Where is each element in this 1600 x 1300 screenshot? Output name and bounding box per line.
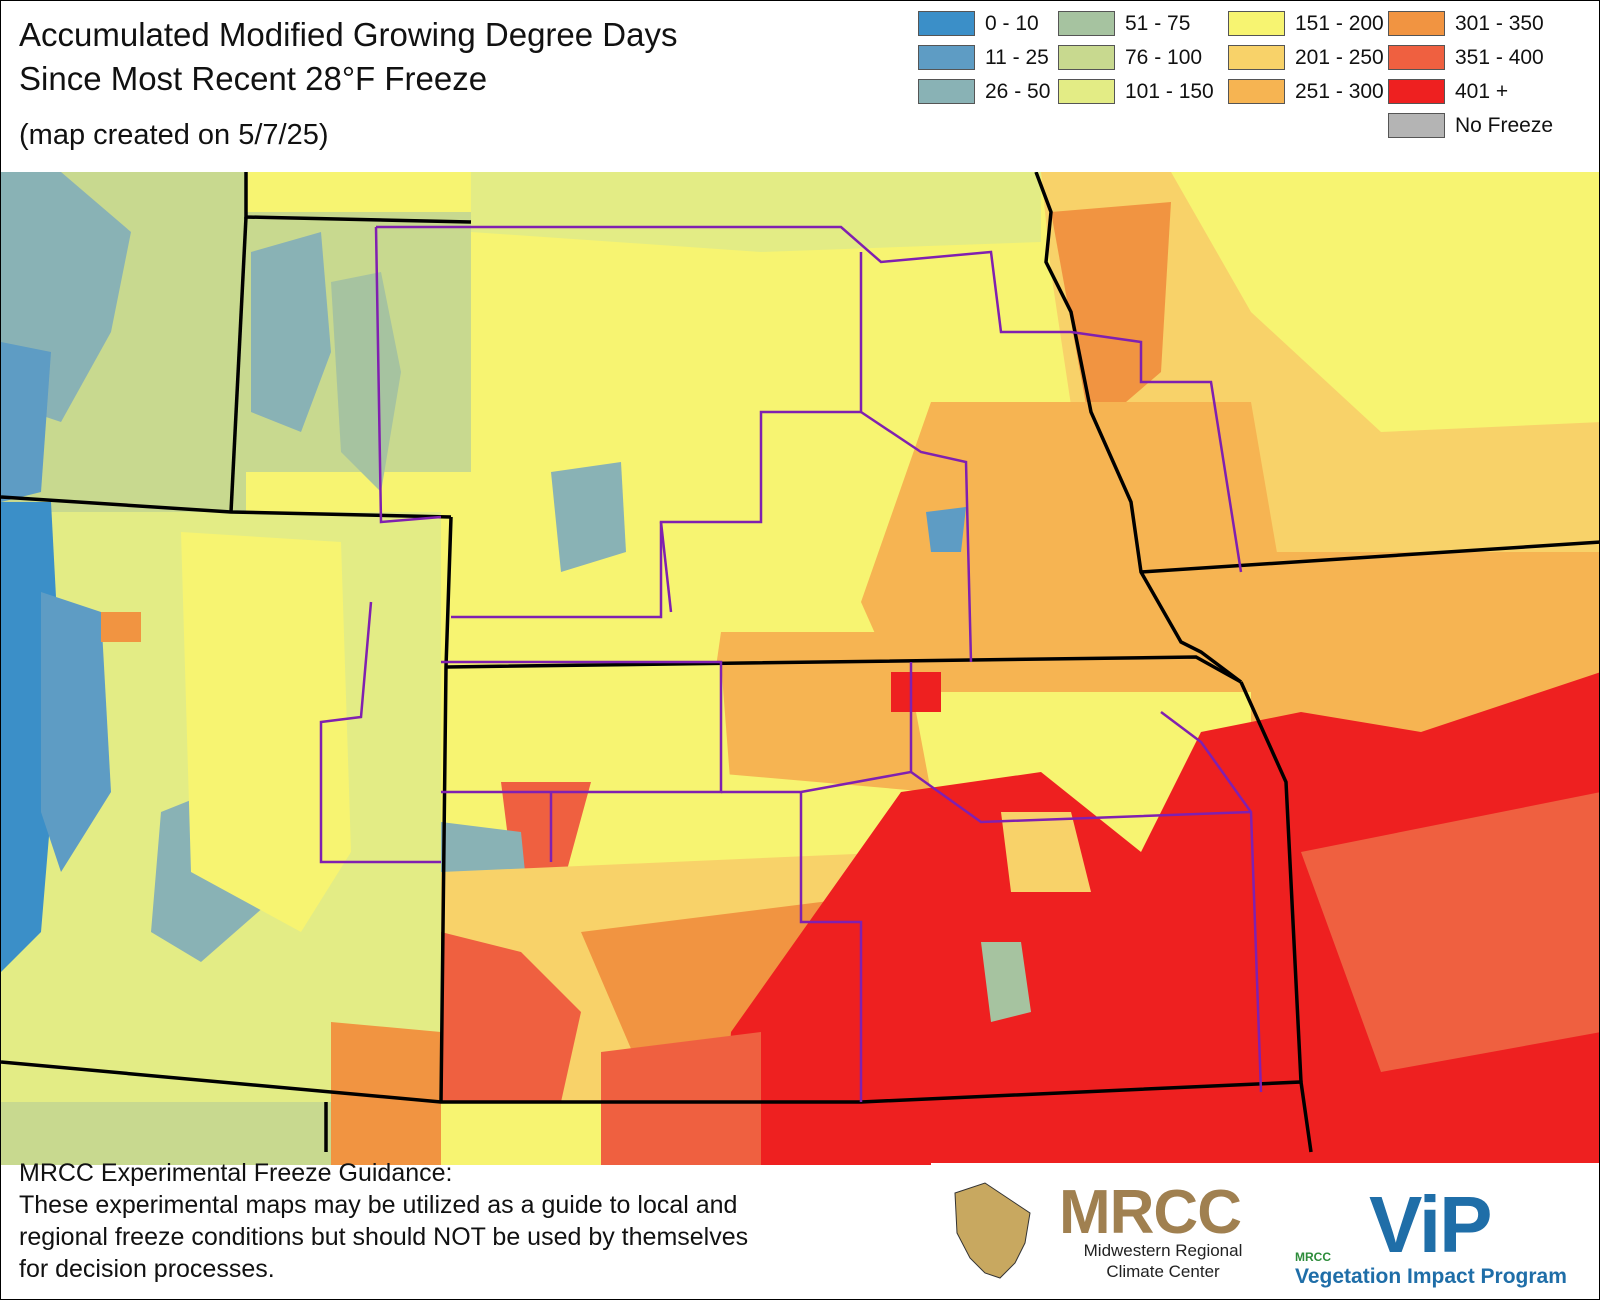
map-title-line2: Since Most Recent 28°F Freeze	[19, 60, 488, 97]
region-wy-bluegreen	[251, 232, 331, 432]
disclaimer-line: for decision processes.	[19, 1255, 275, 1283]
disclaimer-line: These experimental maps may be utilized …	[19, 1191, 738, 1219]
region-ks-blue-dot	[926, 507, 966, 552]
region-sd-green	[471, 172, 1041, 252]
legend-swatch	[1058, 11, 1115, 36]
legend-swatch	[1388, 113, 1445, 138]
disclaimer: MRCC Experimental Freeze Guidance: These…	[19, 1157, 919, 1285]
region-co-yellow-east	[181, 532, 351, 932]
legend-item: 251 - 300	[1228, 79, 1384, 104]
legend-label: 0 - 10	[985, 11, 1039, 35]
region-ks-orange	[861, 402, 1301, 692]
legend-item: 101 - 150	[1058, 79, 1214, 104]
legend-label: 201 - 250	[1295, 45, 1384, 69]
vip-small-label: MRCC	[1295, 1250, 1331, 1264]
region-ok-red-left	[441, 932, 581, 1102]
vip-logo-text: ViP	[1369, 1180, 1492, 1269]
region-wy-bluegreen2	[331, 272, 401, 492]
legend-item: 26 - 50	[918, 79, 1050, 104]
region-west-lightblue	[1, 342, 51, 502]
region-ks-orange2	[701, 632, 931, 792]
legend-item: 401 +	[1388, 79, 1508, 104]
legend-item: 351 - 400	[1388, 45, 1544, 70]
disclaimer-line: regional freeze conditions but should NO…	[19, 1223, 749, 1251]
map-created-date: (map created on 5/7/25)	[19, 119, 329, 151]
vip-subtitle: Vegetation Impact Program	[1295, 1265, 1567, 1288]
legend-item: 201 - 250	[1228, 45, 1384, 70]
legend-item: 0 - 10	[918, 11, 1039, 36]
gdd-map	[1, 172, 1599, 1172]
midwest-map-icon	[954, 1182, 1031, 1279]
legend-label: 51 - 75	[1125, 11, 1191, 35]
legend-item: 51 - 75	[1058, 11, 1190, 36]
region-ks-west-yellow	[441, 662, 731, 792]
state-borders	[1, 172, 1599, 1153]
legend: 0 - 10 11 - 25 26 - 50 51 - 75 76 - 100 101 -…	[918, 11, 1598, 151]
legend-swatch	[1388, 45, 1445, 70]
legend-label: No Freeze	[1455, 113, 1554, 137]
legend-swatch	[918, 11, 975, 36]
legend-label: 26 - 50	[985, 79, 1051, 103]
region-nm-green	[1, 1102, 331, 1172]
legend-label: 151 - 200	[1295, 11, 1384, 35]
legend-swatch	[918, 79, 975, 104]
region-ne-bluegreen	[551, 462, 626, 572]
division-boundaries	[319, 225, 1263, 1102]
legend-swatch	[1228, 79, 1285, 104]
region-ne-red-spot	[891, 672, 941, 712]
mrcc-logo-text: MRCC	[1059, 1178, 1242, 1247]
mrcc-subtitle-2: Climate Center	[1106, 1262, 1220, 1281]
legend-item: 76 - 100	[1058, 45, 1202, 70]
legend-item: 151 - 200	[1228, 11, 1384, 36]
mrcc-subtitle-1: Midwestern Regional	[1083, 1241, 1243, 1260]
legend-swatch	[918, 45, 975, 70]
legend-label: 101 - 150	[1125, 79, 1214, 103]
legend-label: 76 - 100	[1125, 45, 1203, 69]
legend-swatch	[1228, 45, 1285, 70]
logo-panel	[931, 1163, 1599, 1299]
region-co-blue2	[41, 592, 111, 872]
region-mo-orange-mid	[1001, 812, 1091, 892]
legend-item: No Freeze	[1388, 113, 1553, 138]
legend-swatch	[1228, 11, 1285, 36]
legend-label: 11 - 25	[985, 45, 1049, 69]
disclaimer-heading: MRCC Experimental Freeze Guidance:	[19, 1159, 453, 1187]
legend-swatch	[1388, 11, 1445, 36]
legend-item: 11 - 25	[918, 45, 1049, 70]
map-title-line1: Accumulated Modified Growing Degree Days	[19, 16, 678, 53]
legend-swatch	[1388, 79, 1445, 104]
legend-label: 401 +	[1455, 79, 1509, 103]
legend-label: 301 - 350	[1455, 11, 1544, 35]
region-mn-yellow	[1171, 172, 1599, 432]
region-red-arkansas	[1301, 792, 1599, 1072]
region-small-orange	[101, 612, 141, 642]
legend-label: 251 - 300	[1295, 79, 1384, 103]
legend-swatch	[1058, 45, 1115, 70]
region-ok-teal	[981, 942, 1031, 1022]
legend-label: 351 - 400	[1455, 45, 1544, 69]
legend-swatch	[1058, 79, 1115, 104]
legend-item: 301 - 350	[1388, 11, 1544, 36]
